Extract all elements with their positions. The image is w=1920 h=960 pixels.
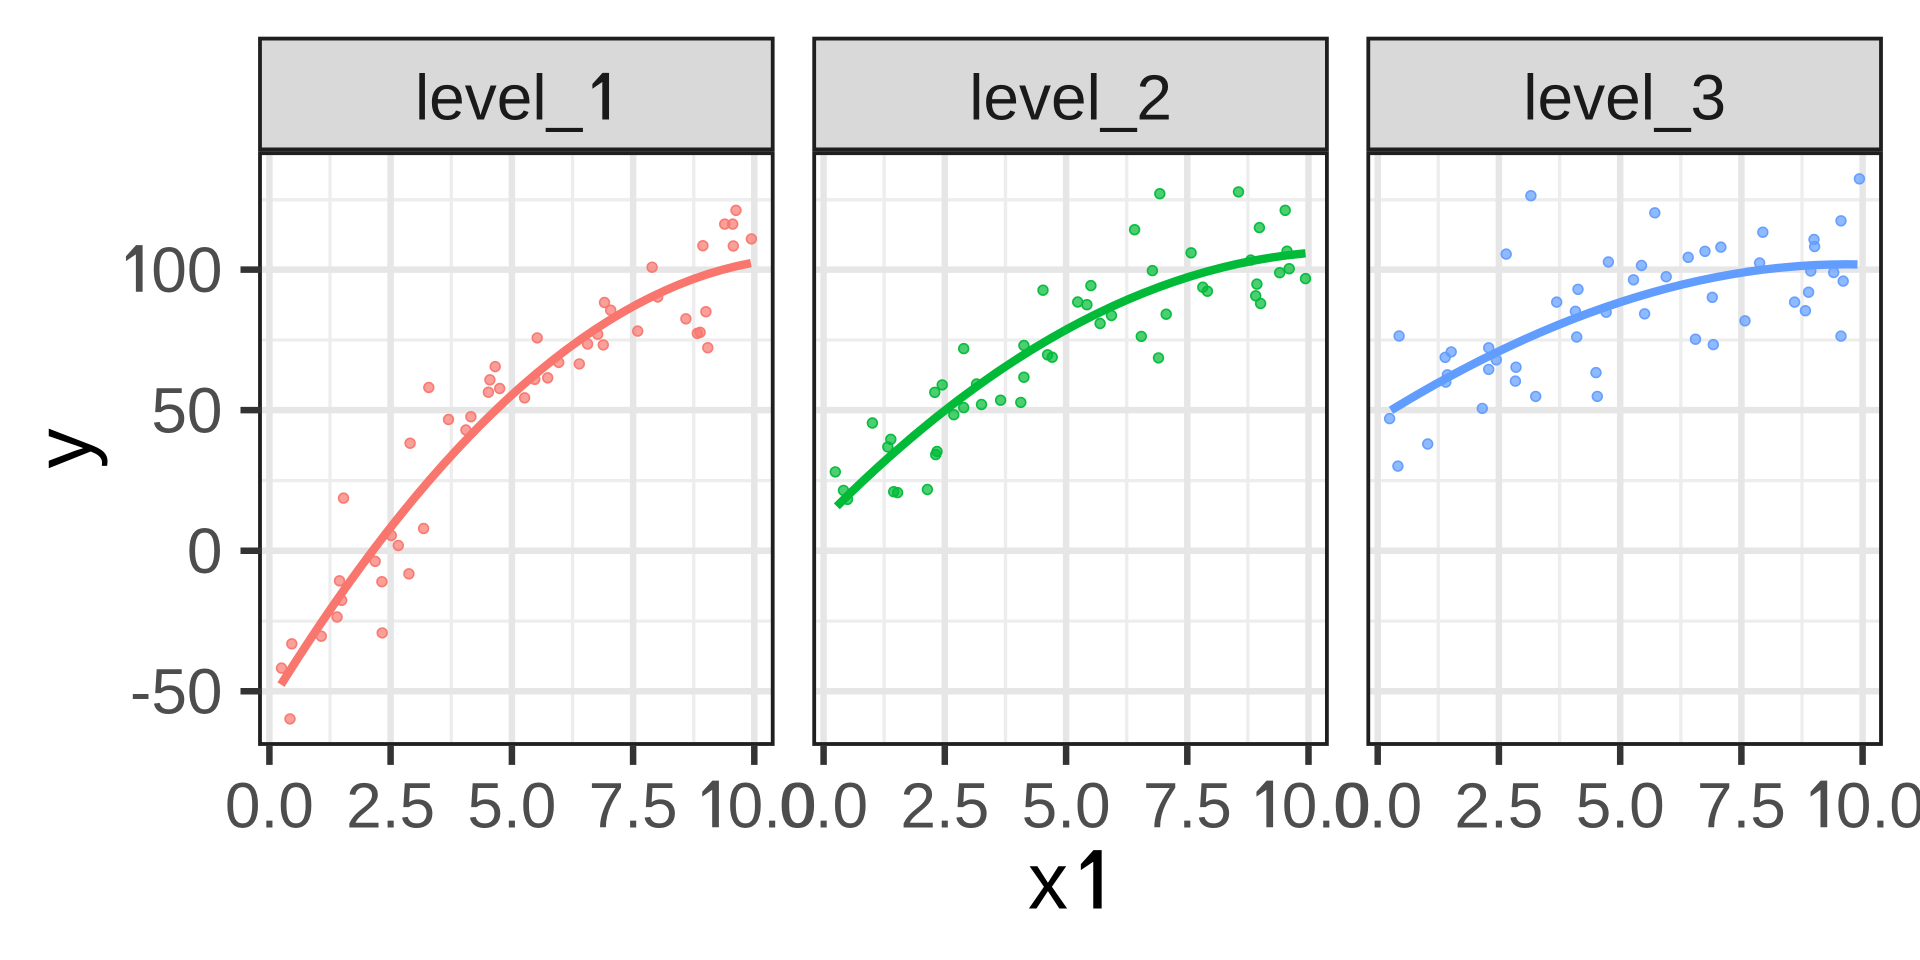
svg-text:7.5: 7.5 — [1697, 769, 1786, 841]
svg-text:x: x — [1028, 837, 1068, 926]
svg-text:50: 50 — [151, 374, 222, 446]
svg-text:y: y — [19, 429, 108, 469]
svg-text:2.5: 2.5 — [1454, 769, 1543, 841]
svg-text:level_: level_ — [415, 62, 584, 134]
svg-text:0.0: 0.0 — [779, 769, 868, 841]
svg-text:0.0: 0.0 — [225, 769, 314, 841]
svg-text:5.0: 5.0 — [467, 769, 556, 841]
svg-text:-50: -50 — [130, 656, 223, 728]
svg-text:5.0: 5.0 — [1022, 769, 1111, 841]
svg-text:0: 0 — [187, 515, 223, 587]
svg-text:2.5: 2.5 — [346, 769, 435, 841]
svg-text:0.0: 0.0 — [1333, 769, 1422, 841]
svg-text:0.0: 0.0 — [1282, 769, 1371, 841]
svg-text:7.5: 7.5 — [1143, 769, 1232, 841]
svg-text:level_2: level_2 — [969, 62, 1172, 134]
svg-text:level_3: level_3 — [1523, 62, 1726, 134]
svg-text:5.0: 5.0 — [1576, 769, 1665, 841]
svg-text:0.0: 0.0 — [1836, 769, 1920, 841]
svg-text:0.0: 0.0 — [728, 769, 817, 841]
svg-text:2.5: 2.5 — [900, 769, 989, 841]
svg-text:00: 00 — [151, 234, 222, 306]
svg-text:7.5: 7.5 — [589, 769, 678, 841]
